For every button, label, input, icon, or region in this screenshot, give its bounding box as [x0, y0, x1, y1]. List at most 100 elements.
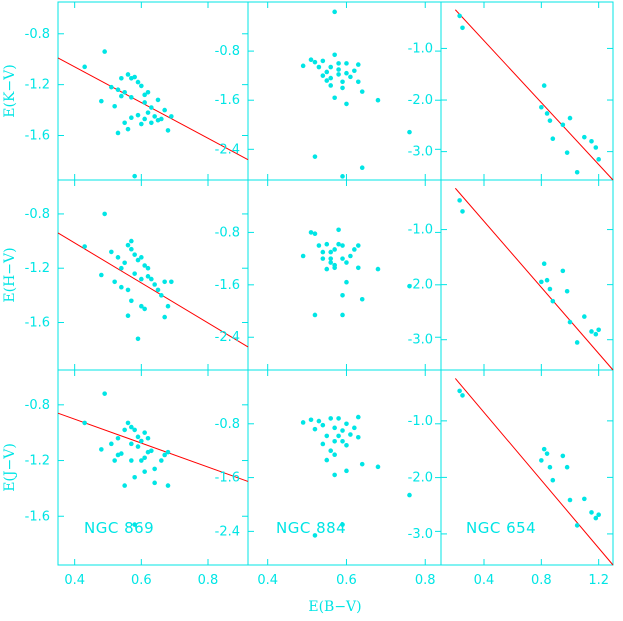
data-point	[359, 89, 365, 94]
data-point	[115, 435, 121, 441]
data-point	[135, 257, 141, 263]
fit-line	[57, 412, 249, 482]
data-point	[324, 69, 330, 75]
data-point	[344, 260, 349, 265]
data-point	[596, 327, 601, 333]
data-point	[152, 466, 157, 472]
data-point	[596, 512, 601, 517]
data-point	[102, 211, 107, 217]
data-point	[312, 533, 318, 538]
data-point	[582, 134, 587, 140]
data-point	[122, 120, 127, 126]
y-tick-label: -2.0	[408, 470, 433, 485]
data-point	[102, 391, 107, 396]
y-axis-title: E(J−V)	[2, 443, 18, 492]
data-point	[82, 420, 87, 426]
x-tick-label: 0.8	[415, 573, 436, 588]
fit-line	[454, 187, 614, 371]
data-point	[407, 129, 412, 135]
data-point	[348, 74, 353, 80]
data-point	[336, 416, 341, 421]
data-point	[320, 256, 326, 261]
data-point	[550, 136, 556, 142]
data-point	[132, 173, 137, 179]
data-point	[129, 238, 134, 244]
y-tick-label: -1.6	[215, 93, 240, 108]
data-point	[125, 242, 131, 248]
data-point	[162, 314, 167, 320]
data-point	[332, 472, 337, 478]
data-point	[312, 426, 318, 432]
data-point	[155, 287, 161, 293]
data-point	[115, 130, 121, 136]
data-point	[324, 457, 330, 463]
data-point	[112, 103, 117, 109]
data-point	[145, 265, 151, 271]
y-tick-label: -0.8	[25, 27, 50, 42]
data-point	[119, 284, 124, 290]
x-axis-title: E(B−V)	[308, 599, 361, 615]
data-point	[355, 243, 361, 248]
data-point	[169, 279, 174, 285]
data-point	[344, 70, 349, 76]
data-point	[139, 255, 144, 260]
y-tick-label: -1.2	[25, 261, 50, 276]
data-point	[596, 157, 601, 162]
data-point	[132, 427, 137, 433]
data-point	[300, 63, 306, 69]
data-point	[312, 154, 318, 159]
x-tick-label: 0.8	[531, 573, 552, 588]
panel-frame	[440, 1, 614, 181]
data-point	[145, 110, 151, 115]
data-point	[560, 453, 566, 459]
data-point	[340, 428, 345, 433]
data-point	[407, 492, 412, 498]
data-point	[359, 165, 365, 171]
data-point	[328, 75, 334, 81]
data-point	[355, 79, 361, 85]
data-point	[352, 68, 357, 74]
data-point	[112, 279, 117, 285]
data-point	[129, 95, 134, 100]
data-point	[352, 247, 357, 252]
data-point	[355, 434, 361, 440]
data-point	[547, 464, 553, 470]
data-point	[125, 126, 131, 132]
data-point	[328, 448, 334, 453]
y-tick-label: -0.8	[215, 417, 240, 432]
panel-frame	[440, 369, 614, 566]
y-tick-label: -3.0	[408, 145, 433, 160]
data-point	[340, 293, 345, 298]
data-point	[348, 253, 353, 259]
data-point	[129, 246, 134, 252]
data-point	[348, 432, 353, 437]
data-point	[308, 417, 314, 423]
data-point	[593, 331, 599, 337]
data-point	[344, 443, 349, 448]
data-point	[593, 515, 599, 521]
data-point	[539, 458, 544, 463]
y-tick-label: -3.0	[408, 527, 433, 542]
data-point	[340, 438, 345, 444]
data-point	[567, 497, 573, 503]
data-point	[564, 464, 570, 470]
data-point	[142, 306, 147, 312]
data-point	[332, 95, 337, 101]
data-point	[582, 314, 587, 319]
y-tick-label: -0.8	[215, 225, 240, 240]
data-point	[320, 249, 326, 255]
data-point	[82, 244, 87, 249]
y-tick-label: -2.4	[215, 330, 240, 345]
data-point	[132, 74, 137, 80]
y-tick-label: -1.6	[215, 278, 240, 293]
y-axis-title: E(K−V)	[2, 64, 18, 117]
data-point	[115, 255, 121, 260]
data-point	[149, 105, 154, 110]
y-tick-label: -0.8	[25, 207, 50, 222]
data-point	[574, 523, 580, 528]
data-point	[145, 435, 151, 441]
y-tick-label: -1.6	[215, 471, 240, 486]
x-tick-label: 0.6	[131, 573, 152, 588]
data-point	[547, 286, 553, 292]
